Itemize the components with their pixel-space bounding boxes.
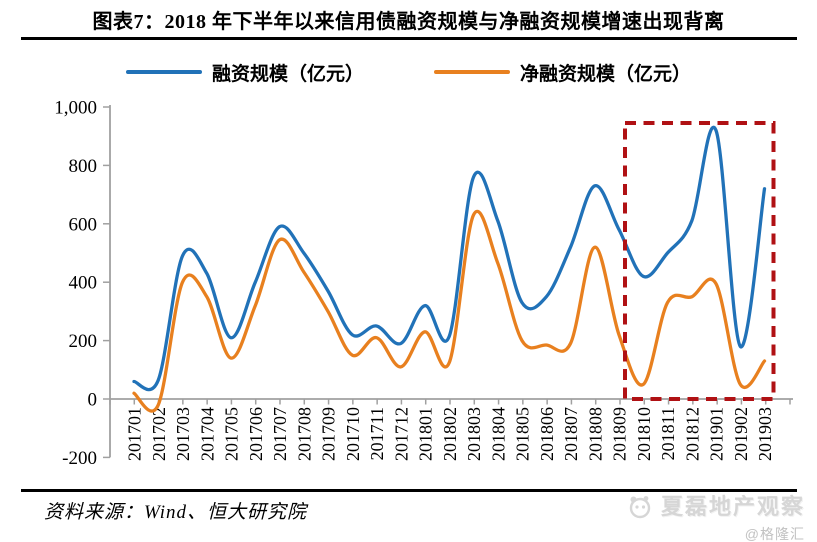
watermark-block: 夏磊地产观察 @格隆汇 bbox=[626, 493, 805, 541]
y-axis-label: 400 bbox=[69, 273, 98, 294]
x-axis-label: 201809 bbox=[610, 407, 630, 461]
x-axis-label: 201709 bbox=[319, 407, 339, 461]
financing-scale-line bbox=[132, 125, 767, 392]
x-axis-label: 201704 bbox=[197, 407, 217, 461]
legend-label-net-financing: 净融资规模（亿元） bbox=[520, 63, 692, 85]
x-axis-label: 201802 bbox=[440, 407, 460, 461]
x-axis-label: 201703 bbox=[173, 407, 193, 461]
x-axis-label: 201708 bbox=[294, 407, 314, 461]
x-axis-label: 201706 bbox=[246, 407, 266, 461]
y-axis-label: 0 bbox=[88, 390, 98, 411]
financing-line-swatch bbox=[125, 70, 202, 74]
x-axis-label: 201711 bbox=[367, 407, 387, 460]
x-axis-label: 201810 bbox=[634, 407, 654, 461]
watermark-text: 夏磊地产观察 bbox=[660, 493, 805, 519]
x-axis-label: 201801 bbox=[416, 407, 436, 461]
x-axis-label: 201707 bbox=[270, 407, 290, 461]
net-financing-line-swatch bbox=[434, 70, 510, 74]
source-note: 资料来源：Wind、恒大研究院 bbox=[44, 502, 308, 523]
x-axis-label: 201812 bbox=[682, 407, 702, 461]
x-axis-label: 201806 bbox=[537, 407, 557, 461]
chart-legend: 融资规模（亿元） 净融资规模（亿元） bbox=[0, 59, 817, 85]
x-axis-label: 201805 bbox=[513, 407, 533, 461]
y-axis-label: -200 bbox=[62, 448, 97, 469]
watermark-main: 夏磊地产观察 bbox=[626, 493, 805, 520]
x-axis-label: 201702 bbox=[149, 407, 169, 461]
y-axis-label: 1,000 bbox=[54, 98, 97, 119]
chart-title: 图表7：2018 年下半年以来信用债融资规模与净融资规模增速出现背离 bbox=[92, 11, 725, 33]
gelonghui-logo-icon bbox=[629, 496, 651, 519]
x-axis-label: 201712 bbox=[391, 407, 411, 461]
y-axis-label: 600 bbox=[69, 214, 98, 235]
watermark-handle: @格隆汇 bbox=[744, 526, 805, 542]
x-axis-label: 201701 bbox=[125, 407, 145, 461]
x-axis-label: 201804 bbox=[488, 407, 508, 461]
x-axis-label: 201811 bbox=[658, 407, 678, 460]
x-axis-label: 201803 bbox=[464, 407, 484, 461]
x-axis-label: 201901 bbox=[707, 407, 727, 461]
y-axis-label: 200 bbox=[69, 331, 98, 352]
x-axis-label: 201807 bbox=[561, 407, 581, 461]
divergence-highlight-box bbox=[623, 121, 776, 401]
legend-item-net-financing: 净融资规模（亿元） bbox=[434, 59, 691, 86]
legend-label-financing: 融资规模（亿元） bbox=[211, 63, 364, 85]
net-financing-scale-line bbox=[132, 210, 767, 413]
legend-item-financing: 融资规模（亿元） bbox=[125, 59, 364, 86]
title-divider-rule bbox=[21, 37, 797, 40]
x-axis-label: 201902 bbox=[731, 407, 751, 461]
x-axis-label: 201710 bbox=[343, 407, 363, 461]
y-axis-label: 800 bbox=[69, 156, 98, 177]
footer-divider-rule bbox=[21, 489, 797, 492]
x-axis-label: 201705 bbox=[222, 407, 242, 461]
x-axis-label: 201808 bbox=[585, 407, 605, 461]
x-axis-label: 201903 bbox=[755, 407, 775, 461]
